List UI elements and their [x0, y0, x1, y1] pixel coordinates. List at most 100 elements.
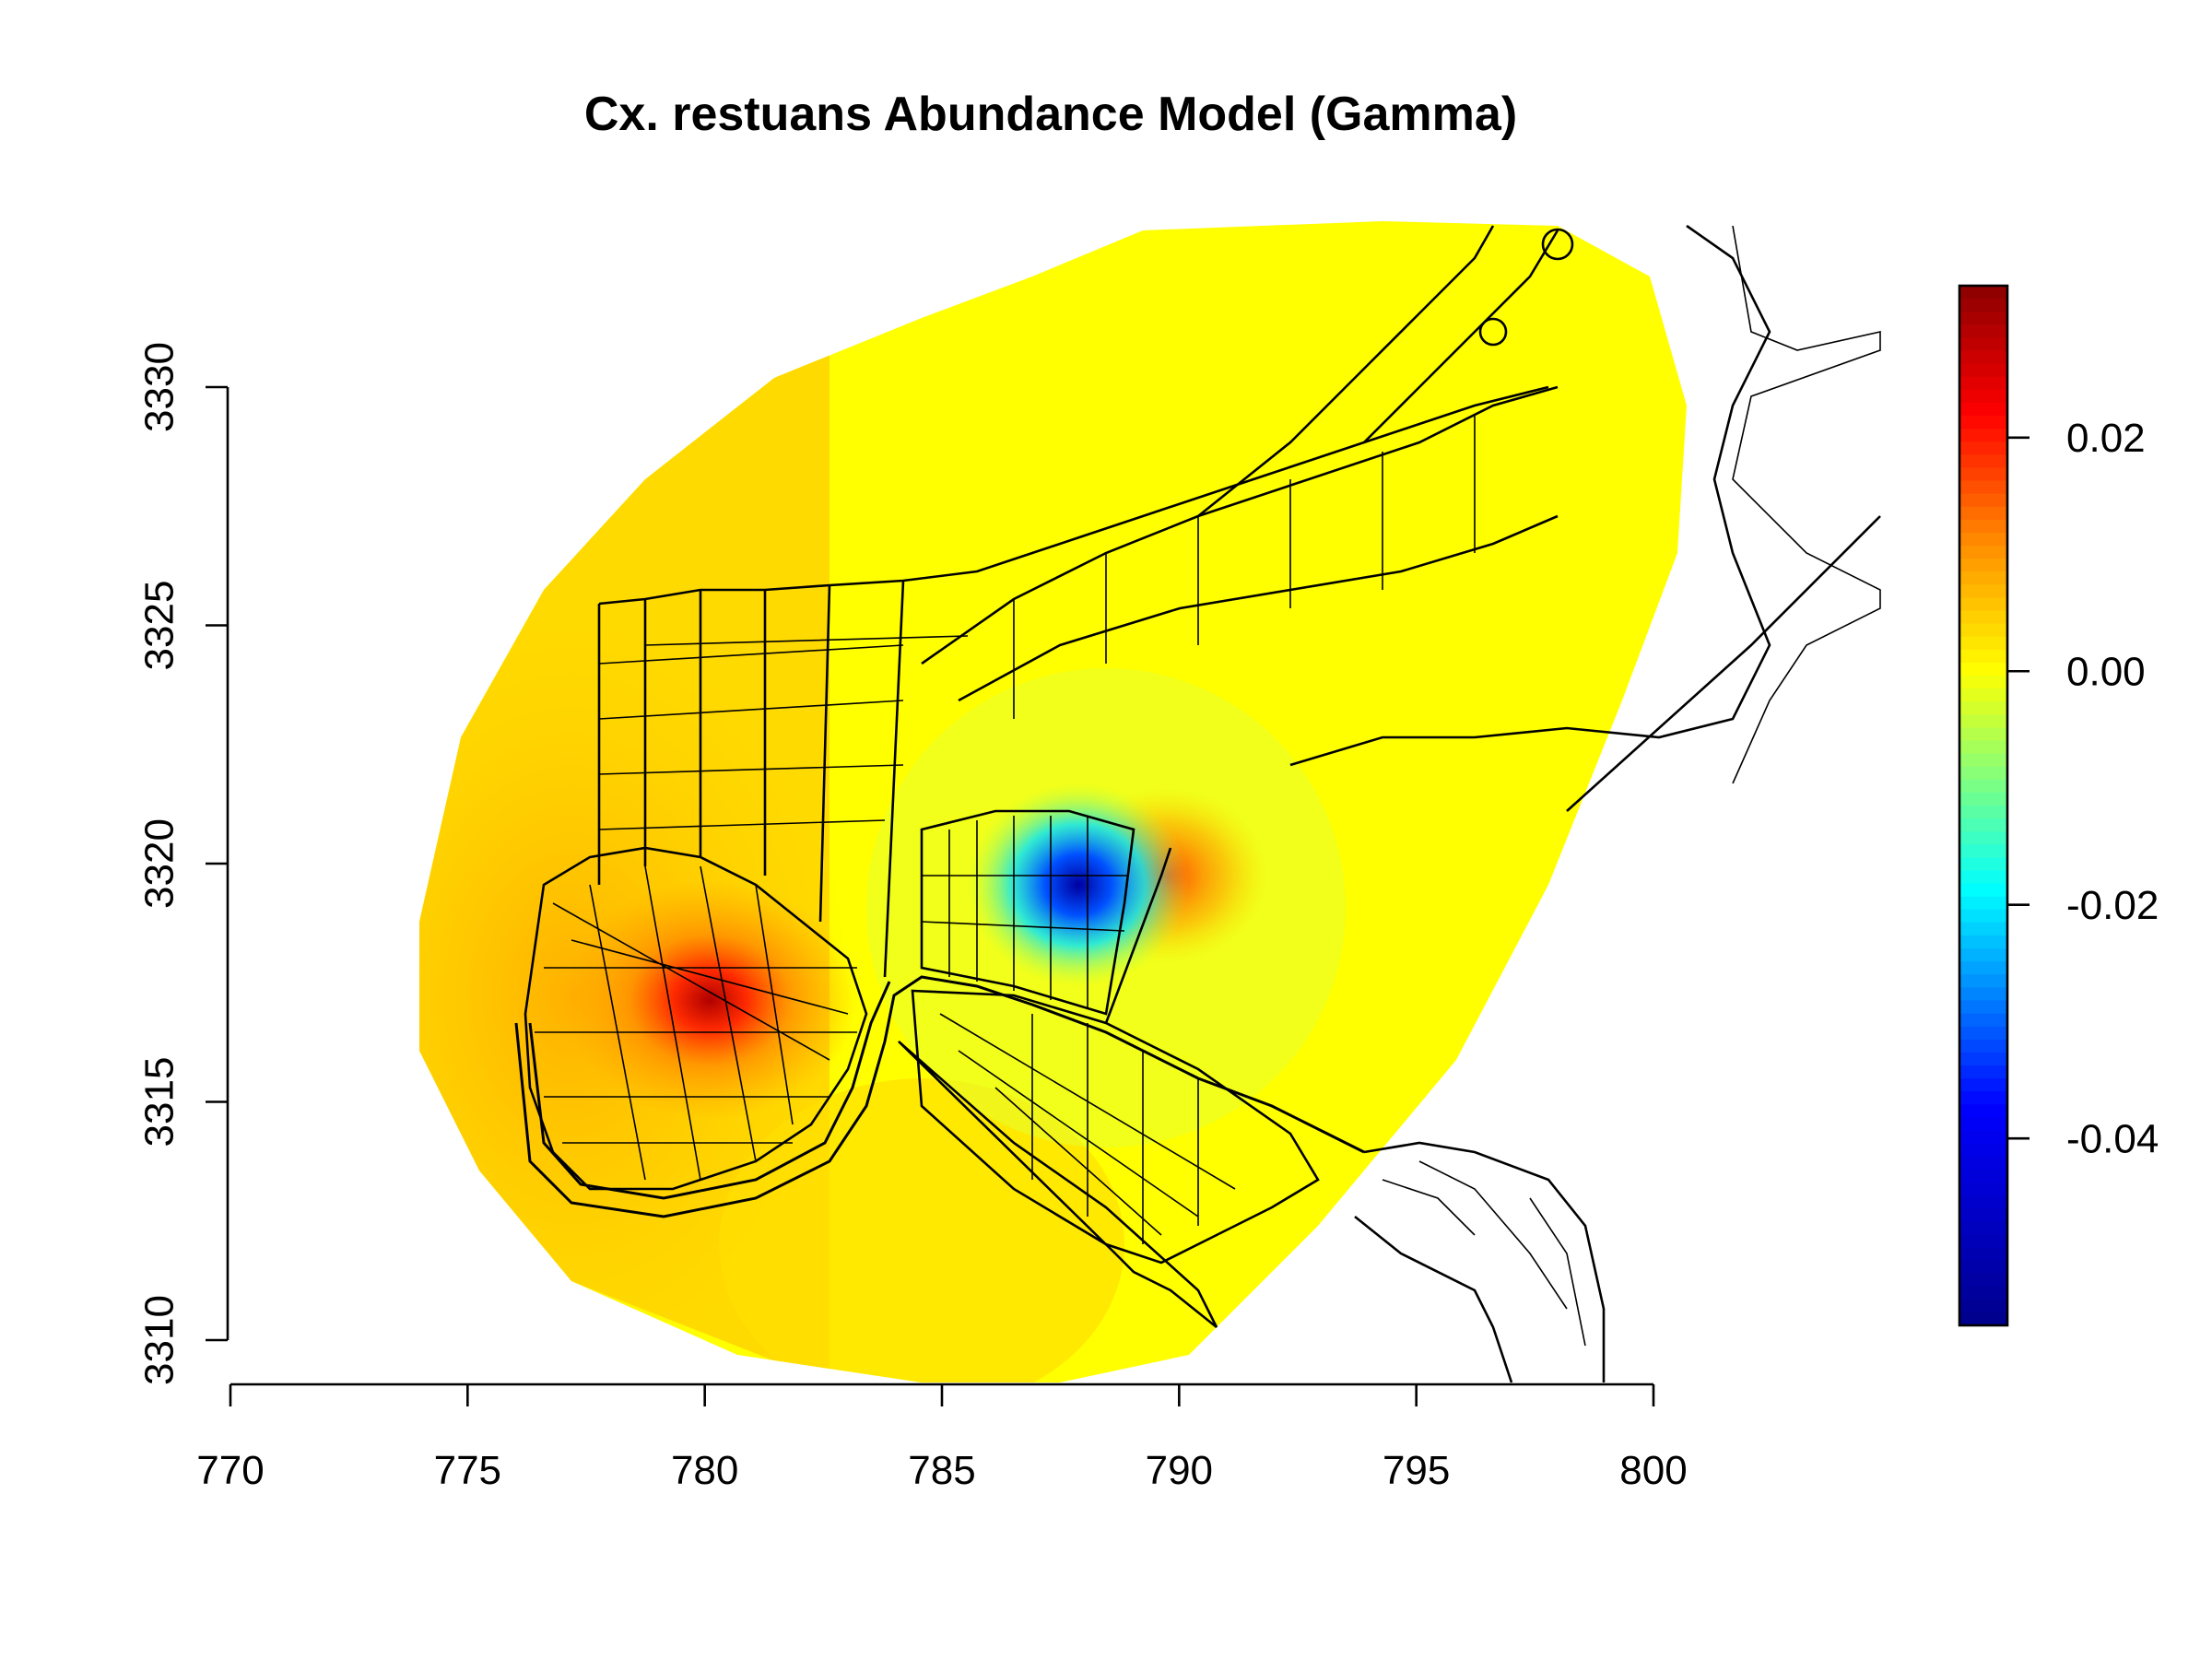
colorbar-band [1959, 714, 2007, 728]
colorbar: 0.02 0.00 -0.02 -0.04 [1958, 284, 2159, 1327]
algiers-triangle [898, 1041, 1218, 1329]
x-tick-label: 785 [908, 1448, 975, 1493]
colorbar-band [1959, 1260, 2007, 1275]
colorbar-band [1959, 987, 2007, 1002]
y-tick-label: 3310 [136, 1295, 182, 1385]
colorbar-band [1959, 429, 2007, 442]
colorbar-band [1959, 493, 2007, 508]
colorbar-band [1959, 597, 2007, 612]
colorbar-band [1959, 506, 2007, 521]
colorbar-band [1959, 792, 2007, 806]
colorbar-band [1959, 753, 2007, 768]
colorbar-band [1959, 636, 2007, 651]
x-axis: 770 775 780 785 790 795 800 [196, 1382, 1688, 1493]
colorbar-band [1959, 286, 2007, 300]
colorbar-band [1959, 1026, 2007, 1041]
colorbar-band [1959, 701, 2007, 715]
colorbar-band [1959, 1208, 2007, 1222]
colorbar-band [1959, 1091, 2007, 1105]
colorbar-band [1959, 416, 2007, 429]
colorbar-band [1959, 1273, 2007, 1288]
colorbar-band [1959, 1182, 2007, 1196]
colorbar-band [1959, 974, 2007, 988]
colorbar-band [1959, 727, 2007, 742]
colorbar-band [1959, 649, 2007, 664]
colorbar-band [1959, 779, 2007, 794]
colorbar-band [1959, 1104, 2007, 1118]
colorbar-band [1959, 299, 2007, 312]
colorbar-band [1959, 312, 2007, 325]
colorbar-band [1959, 662, 2007, 677]
colorbar-band [1959, 363, 2007, 378]
y-axis: 3310 3315 3320 3325 3330 [136, 342, 229, 1385]
y-tick-label: 3330 [136, 342, 182, 432]
colorbar-band [1959, 337, 2007, 352]
x-tick-label: 780 [671, 1448, 738, 1493]
colorbar-band [1959, 676, 2007, 689]
colorbar-band [1959, 1078, 2007, 1092]
colorbar-band [1959, 1312, 2007, 1326]
colorbar-band [1959, 870, 2007, 885]
colorbar-band [1959, 1052, 2007, 1066]
colorbar-band [1959, 1299, 2007, 1313]
colorbar-band [1959, 831, 2007, 845]
colorbar-band [1959, 896, 2007, 911]
colorbar-band [1959, 1000, 2007, 1015]
colorbar-band [1959, 519, 2007, 534]
colorbar-band [1959, 806, 2007, 819]
colorbar-band [1959, 1130, 2007, 1145]
colorbar-band [1959, 389, 2007, 404]
x-tick-label: 800 [1619, 1448, 1687, 1493]
colorbar-band [1959, 376, 2007, 391]
colorbar-band [1959, 480, 2007, 495]
industrial-canal [1104, 847, 1172, 1024]
colorbar-band [1959, 532, 2007, 547]
colorbar-band [1959, 559, 2007, 572]
colorbar-band [1959, 467, 2007, 482]
colorbar-band [1959, 1117, 2007, 1132]
colorbar-band [1959, 766, 2007, 781]
colorbar-band [1959, 857, 2007, 872]
colorbar-band [1959, 441, 2007, 455]
south-outer-loop [1354, 1141, 1606, 1383]
colorbar-band [1959, 571, 2007, 585]
y-tick-label: 3315 [136, 1057, 182, 1147]
colorbar-band [1959, 935, 2007, 949]
colorbar-band [1959, 961, 2007, 975]
colorbar-band [1959, 909, 2007, 924]
y-tick-label: 3320 [136, 818, 182, 909]
colorbar-band [1959, 324, 2007, 338]
colorbar-band [1959, 1013, 2007, 1028]
colorbar-tick-label: -0.02 [2066, 883, 2159, 928]
colorbar-band [1959, 454, 2007, 468]
colorbar-band [1959, 740, 2007, 755]
x-tick-label: 790 [1146, 1448, 1213, 1493]
city-grid-outline [524, 846, 868, 1191]
x-tick-label: 770 [196, 1448, 264, 1493]
interpolated-surface [419, 221, 1687, 1382]
colorbar-band [1959, 844, 2007, 858]
colorbar-tick-label: 0.02 [2066, 416, 2146, 461]
colorbar-band [1959, 1286, 2007, 1300]
east-bank-grid [920, 809, 1135, 1016]
y-tick-label: 3325 [136, 581, 182, 671]
colorbar-band [1959, 948, 2007, 962]
street-network [514, 224, 1881, 1383]
colorbar-band [1959, 402, 2007, 417]
colorbar-band [1959, 610, 2007, 625]
colorbar-band [1959, 350, 2007, 365]
colorbar-tick-label: 0.00 [2066, 650, 2146, 695]
colorbar-band [1959, 1221, 2007, 1235]
colorbar-band [1959, 623, 2007, 638]
colorbar-band [1959, 546, 2007, 559]
colorbar-band [1959, 584, 2007, 598]
colorbar-band [1959, 1247, 2007, 1262]
colorbar-band [1959, 818, 2007, 832]
x-tick-label: 795 [1382, 1448, 1450, 1493]
colorbar-band [1959, 1039, 2007, 1053]
colorbar-band [1959, 1169, 2007, 1183]
interstate [1197, 225, 1495, 518]
colorbar-band [1959, 922, 2007, 936]
eastern-shoreline [1289, 224, 1771, 767]
